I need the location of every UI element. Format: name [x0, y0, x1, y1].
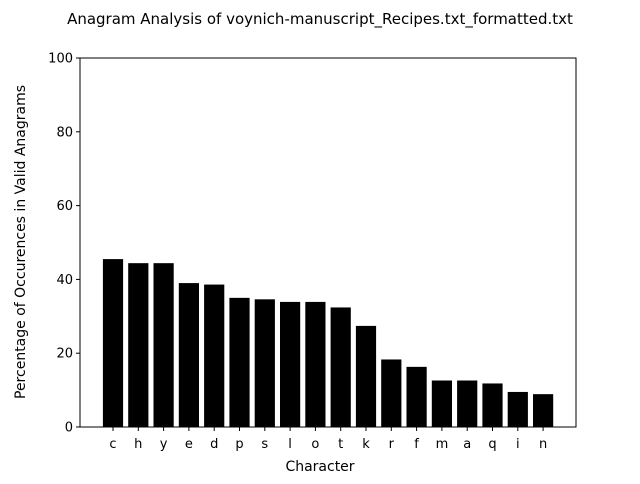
bar-y: [153, 263, 174, 427]
x-tick-label-f: f: [414, 437, 419, 452]
bar-n: [533, 394, 554, 427]
x-axis-label: Character: [285, 459, 354, 475]
x-tick-label-n: n: [539, 437, 547, 452]
chart-title: Anagram Analysis of voynich-manuscript_R…: [67, 10, 573, 29]
bar-i: [507, 391, 528, 427]
bar-c: [102, 259, 124, 427]
x-tick-label-s: s: [261, 437, 268, 452]
x-tick-label-t: t: [338, 437, 343, 452]
bar-s: [254, 299, 275, 427]
x-tick-label-i: i: [516, 437, 520, 452]
y-tick-label: 100: [48, 52, 73, 67]
bar-e: [178, 283, 199, 427]
bar-m: [431, 380, 452, 427]
x-tick-label-k: k: [362, 437, 370, 452]
bar-o: [305, 301, 326, 427]
y-tick-label: 0: [65, 421, 73, 436]
y-axis-label: Percentage of Occurences in Valid Anagra…: [13, 85, 29, 399]
y-axis-ticks: 0 20 40 60 80 100: [48, 52, 80, 436]
bar-f: [406, 366, 427, 427]
bar-p: [229, 297, 250, 427]
x-tick-label-l: l: [288, 437, 292, 452]
bar-q: [482, 383, 503, 427]
x-tick-label-o: o: [311, 437, 319, 452]
y-tick-label: 80: [56, 125, 73, 140]
y-tick-label: 60: [56, 199, 73, 214]
bar-h: [128, 263, 149, 427]
x-tick-label-h: h: [134, 437, 142, 452]
bar-a: [457, 380, 478, 427]
x-tick-label-d: d: [210, 437, 218, 452]
x-tick-label-y: y: [160, 437, 168, 452]
x-tick-label-p: p: [235, 437, 243, 452]
bar-series: [102, 259, 554, 427]
y-tick-label: 40: [56, 273, 73, 288]
bar-d: [204, 284, 225, 427]
y-tick-label: 20: [56, 347, 73, 362]
bar-k: [355, 325, 377, 427]
x-tick-label-r: r: [389, 437, 395, 452]
x-tick-label-a: a: [463, 437, 471, 452]
bar-l: [280, 301, 301, 427]
x-tick-label-c: c: [109, 437, 116, 452]
x-tick-label-e: e: [185, 437, 193, 452]
bar-r: [381, 359, 402, 427]
bar-t: [330, 307, 351, 427]
x-tick-label-m: m: [436, 437, 449, 452]
plot-frame: [79, 57, 577, 428]
x-tick-label-q: q: [488, 437, 496, 452]
